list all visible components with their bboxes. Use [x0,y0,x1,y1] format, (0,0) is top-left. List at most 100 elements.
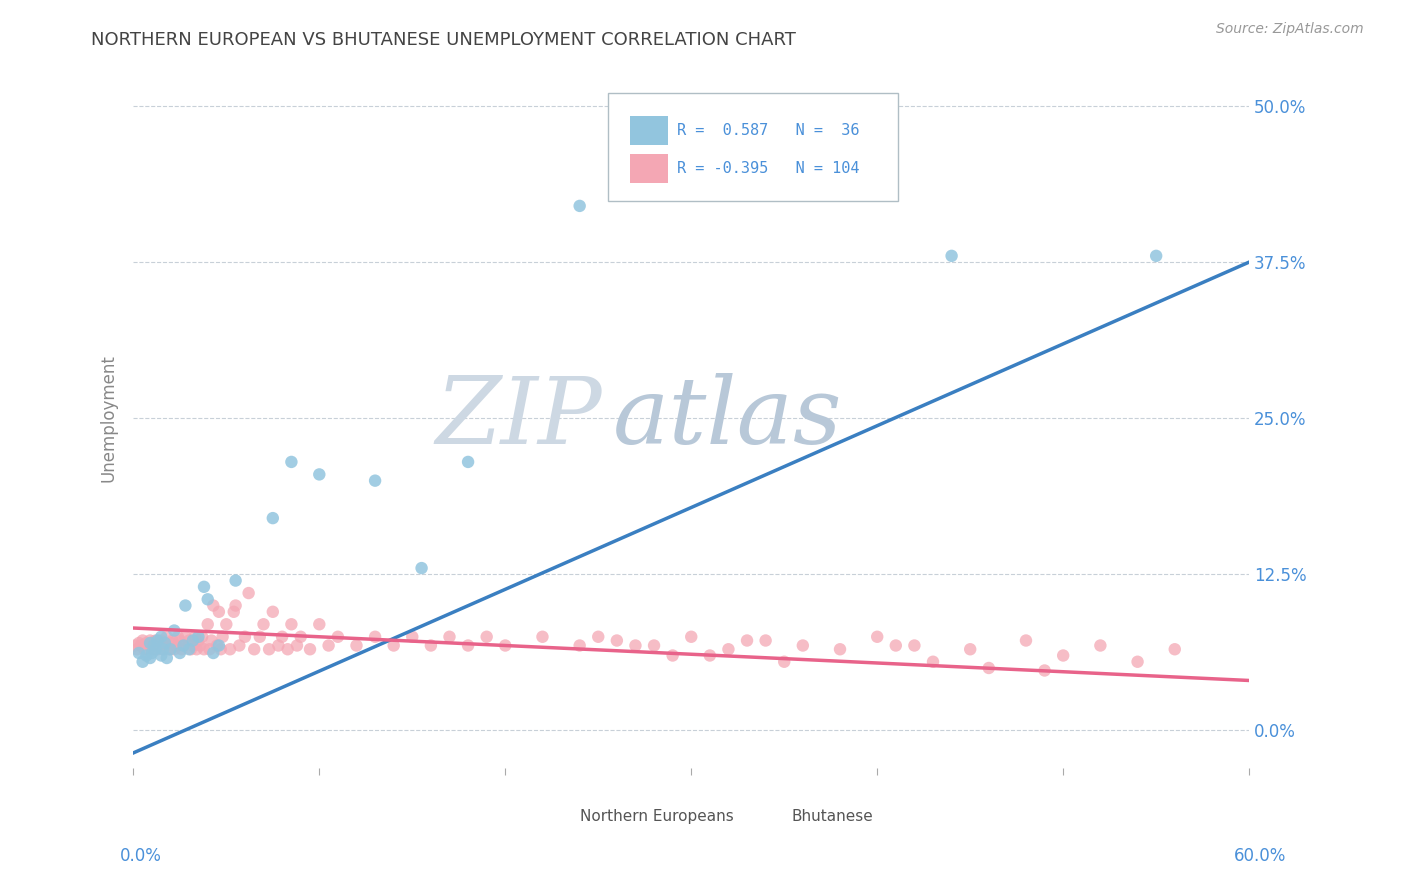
Point [941,249,963,263]
Point [198,642,221,657]
Text: 0.0%: 0.0% [120,847,162,865]
Point [382,639,405,653]
Point [977,661,1000,675]
Point [170,642,193,657]
FancyBboxPatch shape [762,805,794,829]
Point [129,639,152,653]
Text: Northern Europeans: Northern Europeans [579,809,734,824]
Point [215,617,238,632]
Point [131,655,153,669]
Point [150,630,173,644]
Point [252,617,274,632]
Point [163,642,186,657]
Point [238,586,260,600]
Point [588,630,610,644]
Point [188,639,211,653]
Point [169,646,191,660]
Point [202,646,225,660]
Point [209,642,232,657]
Point [159,636,181,650]
Point [681,630,703,644]
Point [193,580,215,594]
Text: atlas: atlas [613,373,842,463]
Y-axis label: Unemployment: Unemployment [100,354,117,483]
Point [828,642,851,657]
Point [152,642,174,657]
Point [208,605,231,619]
Point [717,642,740,657]
Point [139,633,162,648]
Point [277,642,299,657]
Point [308,617,330,632]
Point [183,630,205,644]
Text: 60.0%: 60.0% [1234,847,1286,865]
Point [280,455,302,469]
FancyBboxPatch shape [538,805,571,829]
Point [197,617,219,632]
Text: ZIP: ZIP [436,373,602,463]
FancyBboxPatch shape [630,116,668,145]
Point [146,642,169,657]
Text: Source: ZipAtlas.com: Source: ZipAtlas.com [1216,22,1364,37]
Point [531,630,554,644]
Point [173,639,195,653]
Point [735,633,758,648]
Point [141,646,163,660]
Point [191,630,214,644]
Text: NORTHERN EUROPEAN VS BHUTANESE UNEMPLOYMENT CORRELATION CHART: NORTHERN EUROPEAN VS BHUTANESE UNEMPLOYM… [91,31,796,49]
Point [262,605,284,619]
Point [163,624,186,638]
Point [131,633,153,648]
Point [174,630,197,644]
Point [364,474,387,488]
Point [792,639,814,653]
Point [141,642,163,657]
Point [257,642,280,657]
Point [181,639,204,653]
Point [142,639,165,653]
Point [280,617,302,632]
Point [136,639,159,653]
Point [298,642,321,657]
Point [181,633,204,648]
Point [173,639,195,653]
Point [290,630,312,644]
Point [205,639,228,653]
Point [197,592,219,607]
Point [128,646,150,660]
Point [179,642,201,657]
Point [606,633,628,648]
Point [145,633,167,648]
Point [200,633,222,648]
Point [148,636,170,650]
Point [134,642,156,657]
Point [494,639,516,653]
Point [153,636,176,650]
Point [145,642,167,657]
Point [346,639,368,653]
Point [225,574,247,588]
Point [411,561,433,575]
Point [135,648,157,663]
Point [959,642,981,657]
Point [1090,639,1112,653]
Point [643,639,665,653]
Point [152,642,174,657]
Point [267,639,290,653]
Point [308,467,330,482]
Point [661,648,683,663]
Point [773,655,796,669]
Point [157,642,180,657]
Point [457,455,479,469]
Point [884,639,907,653]
Text: R = -0.395   N = 104: R = -0.395 N = 104 [676,161,859,176]
Point [419,639,441,653]
Point [187,630,209,644]
Point [202,599,225,613]
Point [1015,633,1038,648]
Point [475,630,498,644]
Point [219,642,242,657]
Point [249,630,271,644]
Point [156,651,179,665]
Point [167,630,190,644]
